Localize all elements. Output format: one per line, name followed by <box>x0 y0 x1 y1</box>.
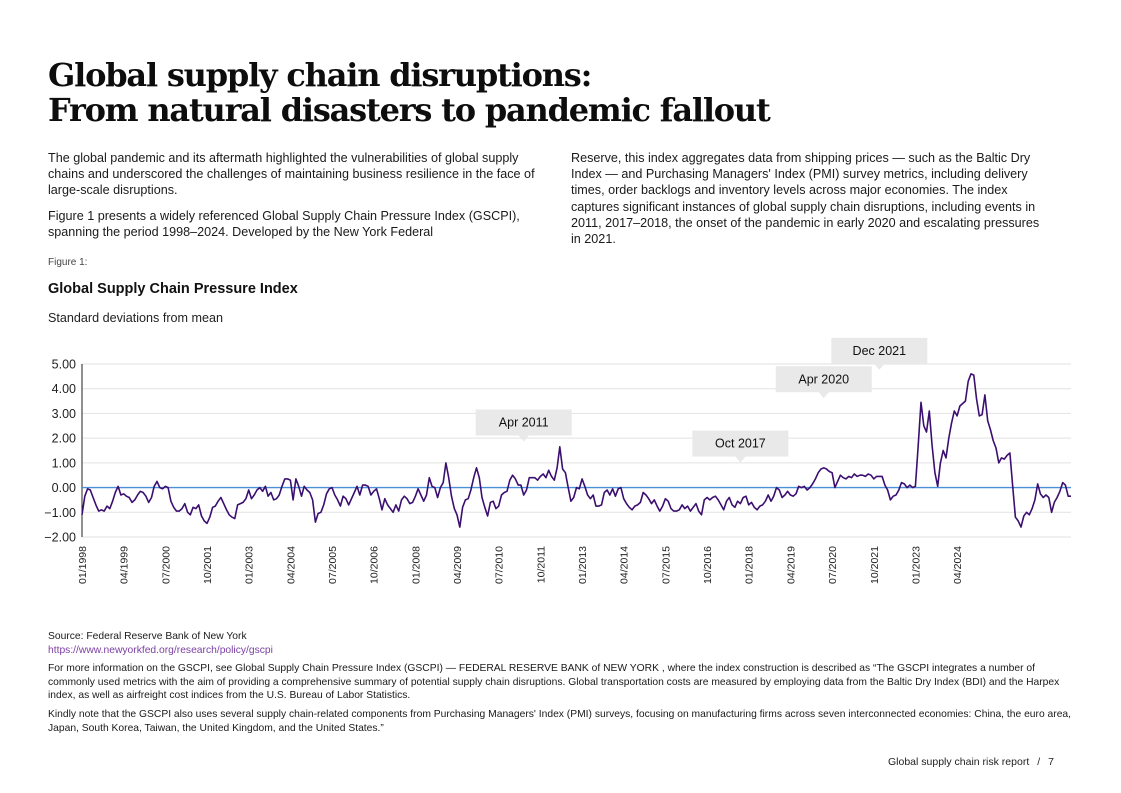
callout-box <box>692 430 789 463</box>
y-tick-label: −2.00 <box>44 531 76 545</box>
callout-label: Apr 2011 <box>499 416 549 430</box>
y-tick-label: 1.00 <box>52 456 76 470</box>
footnote-paragraph: Kindly note that the GSCPI also uses sev… <box>48 708 1072 734</box>
x-tick-label: 10/2011 <box>535 546 547 583</box>
intro-right-column: Reserve, this index aggregates data from… <box>571 150 1041 256</box>
x-tick-label: 04/2004 <box>285 546 297 584</box>
x-tick-label: 10/2006 <box>369 546 381 584</box>
x-tick-label: 10/2001 <box>202 546 214 584</box>
x-tick-label: 07/2000 <box>160 546 172 584</box>
y-tick-label: 3.00 <box>52 407 76 421</box>
x-tick-label: 01/2008 <box>410 546 422 584</box>
x-tick-label: 01/2023 <box>910 546 922 584</box>
y-tick-label: −1.00 <box>44 506 76 520</box>
intro-left-column: The global pandemic and its aftermath hi… <box>48 150 548 249</box>
callout-box <box>775 366 872 399</box>
x-tick-label: 04/2014 <box>619 546 631 584</box>
chart-subtitle: Standard deviations from mean <box>48 311 224 325</box>
chart-title: Global Supply Chain Pressure Index <box>48 281 298 297</box>
x-tick-label: 04/2009 <box>452 546 464 584</box>
x-tick-label: 04/1999 <box>119 546 131 584</box>
report-name: Global supply chain risk report <box>888 756 1030 768</box>
source-link[interactable]: https://www.newyorkfed.org/research/poli… <box>48 644 273 656</box>
y-tick-label: 4.00 <box>52 382 76 396</box>
intro-paragraph: Figure 1 presents a widely referenced Gl… <box>48 208 520 239</box>
x-tick-label: 01/2003 <box>244 546 256 584</box>
x-tick-label: 07/2015 <box>660 546 672 584</box>
y-tick-label: 0.00 <box>52 481 76 495</box>
y-tick-label: 5.00 <box>52 358 76 372</box>
callout-label: Dec 2021 <box>853 344 907 358</box>
intro-paragraph: The global pandemic and its aftermath hi… <box>48 151 535 198</box>
x-tick-label: 01/1998 <box>77 546 89 584</box>
x-tick-label: 10/2021 <box>869 546 881 584</box>
callout-label: Apr 2020 <box>798 372 849 386</box>
page-title: Global supply chain disruptions: From na… <box>48 58 948 128</box>
x-tick-label: 01/2013 <box>577 546 589 584</box>
page-number: 7 <box>1048 756 1054 768</box>
x-tick-label: 04/2024 <box>952 546 964 584</box>
x-tick-label: 04/2019 <box>785 546 797 584</box>
x-tick-label: 01/2018 <box>744 546 756 584</box>
series-line <box>81 373 1071 528</box>
callout-label: Oct 2017 <box>715 437 766 451</box>
x-tick-label: 07/2010 <box>494 546 506 584</box>
x-tick-label: 10/2016 <box>702 546 714 584</box>
intro-paragraph: Reserve, this index aggregates data from… <box>571 151 1040 247</box>
title-line-2: From natural disasters to pandemic fallo… <box>48 91 771 129</box>
figure-label: Figure 1: <box>48 257 88 268</box>
title-line-1: Global supply chain disruptions: <box>48 56 592 94</box>
x-tick-label: 07/2005 <box>327 546 339 584</box>
footnote-paragraph: For more information on the GSCPI, see G… <box>48 663 1060 702</box>
source-text: Source: Federal Reserve Bank of New York <box>48 631 247 642</box>
callout-box <box>831 337 928 370</box>
footnotes: Source: Federal Reserve Bank of New York… <box>48 630 1078 740</box>
callout-box <box>475 409 572 442</box>
page-footer: Global supply chain risk report / 7 <box>888 756 1078 768</box>
footer-separator: / <box>1037 756 1041 768</box>
y-tick-label: 2.00 <box>52 432 76 446</box>
x-tick-label: 07/2020 <box>827 546 839 584</box>
